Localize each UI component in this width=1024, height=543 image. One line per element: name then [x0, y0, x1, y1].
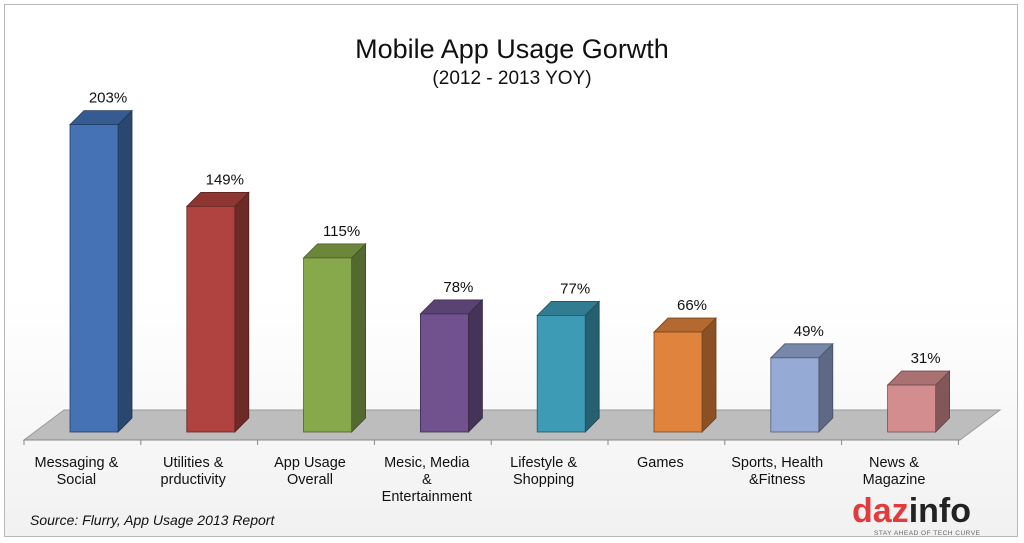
chart-floor	[22, 409, 1002, 441]
bar	[536, 300, 601, 433]
bar	[653, 317, 717, 433]
source-note: Source: Flurry, App Usage 2013 Report	[30, 512, 275, 528]
logo-text-main: daz	[852, 492, 909, 530]
bar-front	[887, 384, 936, 433]
logo-text-info: info	[909, 492, 971, 530]
bar-front	[69, 124, 119, 433]
category-label: Lifestyle & Shopping	[510, 455, 577, 488]
chart-subtitle: (2012 - 2013 YOY)	[432, 68, 591, 89]
bar-side	[584, 300, 600, 433]
bar-side	[701, 317, 717, 433]
value-label: 77%	[560, 280, 590, 297]
category-label: News & Magazine	[863, 455, 926, 488]
bars-group	[69, 109, 951, 433]
value-label: 78%	[443, 279, 473, 296]
category-label: Mesic, Media & Entertainment	[382, 455, 472, 505]
bar-front	[186, 205, 236, 433]
bar-side	[467, 298, 483, 433]
bar-side	[234, 191, 250, 433]
bar	[886, 370, 951, 433]
bar	[302, 242, 367, 433]
bar-front	[653, 331, 703, 433]
value-labels-group: 203% 149% 115% 78% 77% 66% 49% 31%	[89, 90, 941, 367]
logo-wordmark: dazinfo	[852, 492, 971, 530]
value-label: 149%	[206, 171, 244, 188]
value-label: 203%	[89, 90, 127, 107]
dazeinfo-logo: dazinfo STAY AHEAD OF TECH CURVE	[852, 492, 981, 537]
chart-frame	[4, 4, 1018, 537]
bar	[419, 298, 484, 433]
value-label: 115%	[323, 223, 360, 240]
value-label: 66%	[677, 297, 707, 314]
category-labels-group: Messaging & Social Utilities & prductivity A…	[34, 455, 925, 505]
bar-front	[536, 314, 586, 433]
value-label: 49%	[794, 323, 824, 340]
bar	[185, 191, 250, 433]
bar-side	[117, 109, 133, 433]
logo-tagline: STAY AHEAD OF TECH CURVE	[874, 530, 981, 537]
category-label: Games	[637, 455, 684, 471]
bar	[769, 342, 834, 433]
category-label: Utilities & prductivity	[161, 455, 227, 488]
bar-side	[351, 242, 367, 433]
bar-front	[419, 313, 469, 433]
value-label: 31%	[911, 350, 941, 367]
bar	[69, 109, 133, 433]
bar-side	[818, 342, 834, 433]
category-label: Messaging & Social	[34, 455, 118, 488]
category-label: App Usage Overall	[274, 455, 346, 488]
bar-front	[770, 357, 820, 433]
bar-front	[303, 257, 353, 433]
x-axis-ticks	[23, 440, 959, 445]
chart-title: Mobile App Usage Gorwth	[355, 34, 669, 64]
category-label: Sports, Health &Fitness	[731, 455, 823, 488]
